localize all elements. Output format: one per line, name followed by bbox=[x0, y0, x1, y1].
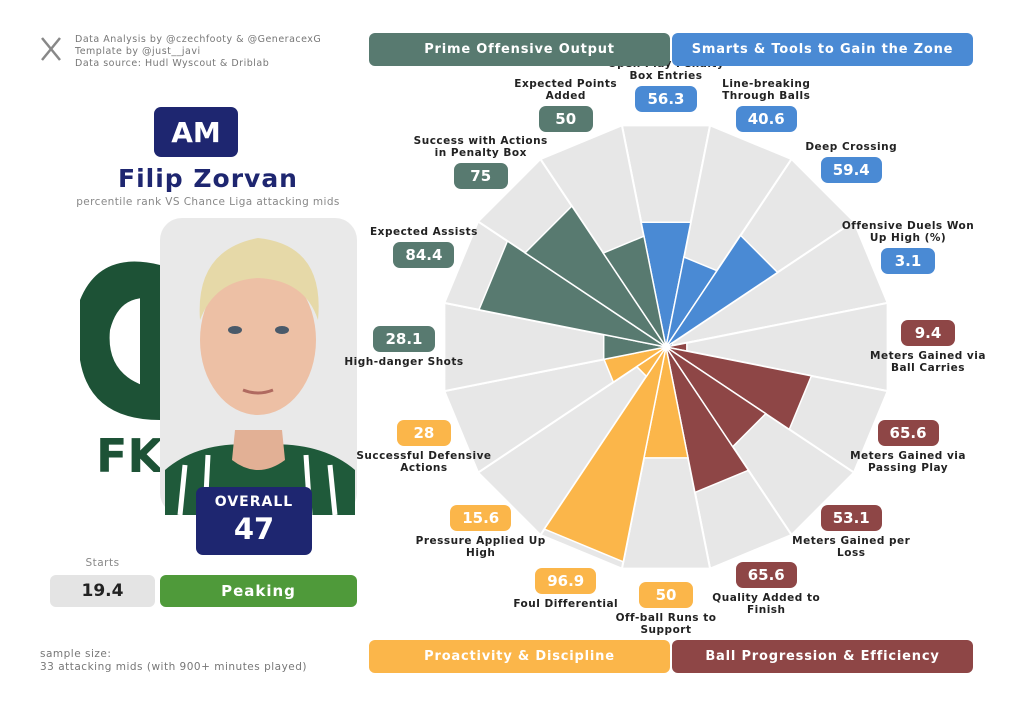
metric-label: 50 Off-ball Runs to Support bbox=[596, 582, 736, 636]
pizza-chart bbox=[442, 123, 890, 571]
metric-label: 65.6 Quality Added to Finish bbox=[696, 562, 836, 616]
metric-label: 28.1 High-danger Shots bbox=[334, 326, 474, 368]
metric-value: 84.4 bbox=[393, 241, 455, 268]
metric-value: 59.4 bbox=[820, 156, 882, 183]
metric-label: 53.1 Meters Gained per Loss bbox=[781, 505, 921, 559]
sample-size: sample size: bbox=[40, 648, 112, 660]
metric-value: 65.6 bbox=[735, 562, 797, 589]
legend-item: Proactivity & Discipline bbox=[369, 640, 670, 673]
sample-size: 33 attacking mids (with 900+ minutes pla… bbox=[40, 661, 308, 673]
slice bbox=[602, 235, 667, 348]
legend-item: Smarts & Tools to Gain the Zone bbox=[672, 33, 973, 66]
player-name: Filip Zorvan bbox=[118, 164, 298, 193]
metric-name: Deep Crossing bbox=[805, 140, 898, 153]
position-badge: AM bbox=[154, 107, 238, 157]
metric-value: 9.4 bbox=[901, 320, 955, 346]
metric-value: 28.1 bbox=[373, 326, 435, 352]
starts-value: 19.4 bbox=[50, 575, 155, 607]
starts-label: Starts bbox=[85, 557, 120, 569]
metric-name: Expected Points Added bbox=[514, 77, 618, 102]
overall-box bbox=[196, 487, 312, 555]
metric-value: 40.6 bbox=[735, 105, 797, 132]
club-logo: FK bbox=[80, 261, 165, 483]
metric-value: 56.3 bbox=[635, 86, 697, 112]
subtitle: percentile rank VS Chance Liga attacking… bbox=[76, 196, 340, 208]
metric-name: Successful Defensive Actions bbox=[356, 450, 492, 475]
metric-label: Expected Points Added 50 bbox=[496, 78, 636, 132]
metric-value: 28 bbox=[396, 420, 451, 447]
metric-value: 50 bbox=[639, 582, 693, 608]
metric-label: Line-breaking Through Balls 40.6 bbox=[696, 78, 836, 132]
metric-label: 9.4 Meters Gained via Ball Carries bbox=[858, 320, 998, 374]
credit: Data source: Hudl Wyscout & Driblab bbox=[75, 58, 270, 69]
metric-label: Success with Actions in Penalty Box 75 bbox=[411, 135, 551, 189]
metric-label: 28 Successful Defensive Actions bbox=[354, 420, 494, 474]
overall-value: 47 bbox=[233, 512, 275, 546]
metric-label: Offensive Duels Won Up High (%) 3.1 bbox=[838, 220, 978, 274]
metric-value: 75 bbox=[453, 162, 508, 189]
metric-name: Foul Differential bbox=[513, 598, 619, 611]
metric-name: Meters Gained per Loss bbox=[792, 535, 911, 560]
metric-name: Offensive Duels Won Up High (%) bbox=[841, 219, 975, 244]
x-logo bbox=[41, 37, 61, 61]
metric-value: 96.9 bbox=[535, 568, 597, 595]
metric-label: 96.9 Foul Differential bbox=[496, 568, 636, 610]
metric-name: Success with Actions in Penalty Box bbox=[413, 134, 548, 159]
metric-name: High-danger Shots bbox=[344, 356, 464, 368]
credit: Template by @just__javi bbox=[75, 46, 201, 57]
metric-value: 15.6 bbox=[450, 505, 512, 532]
metric-value: 53.1 bbox=[820, 505, 882, 532]
form-badge: Peaking bbox=[160, 575, 357, 607]
metric-label: 65.6 Meters Gained via Passing Play bbox=[838, 420, 978, 474]
metric-value: 50 bbox=[538, 105, 593, 132]
metric-name: Pressure Applied Up High bbox=[415, 535, 546, 560]
overall-label: OVERALL bbox=[214, 494, 294, 510]
slice bbox=[543, 346, 667, 563]
metric-name: Meters Gained via Ball Carries bbox=[870, 350, 986, 374]
svg-text:FK: FK bbox=[96, 429, 165, 483]
metric-name: Quality Added to Finish bbox=[712, 592, 821, 617]
slice bbox=[665, 234, 779, 348]
metric-name: Off-ball Runs to Support bbox=[615, 612, 717, 636]
metric-label: 15.6 Pressure Applied Up High bbox=[411, 505, 551, 559]
metric-name: Line-breaking Through Balls bbox=[722, 77, 811, 102]
metric-value: 65.6 bbox=[877, 420, 939, 447]
legend-item: Ball Progression & Efficiency bbox=[672, 640, 973, 673]
legend-item: Prime Offensive Output bbox=[369, 33, 670, 66]
metric-label: Deep Crossing 59.4 bbox=[781, 141, 921, 183]
metric-value: 3.1 bbox=[881, 247, 936, 274]
metric-name: Meters Gained via Passing Play bbox=[850, 450, 966, 475]
metric-name: Expected Assists bbox=[370, 225, 478, 238]
credit: Data Analysis by @czechfooty & @Generace… bbox=[75, 34, 322, 45]
metric-label: Expected Assists 84.4 bbox=[354, 226, 494, 268]
